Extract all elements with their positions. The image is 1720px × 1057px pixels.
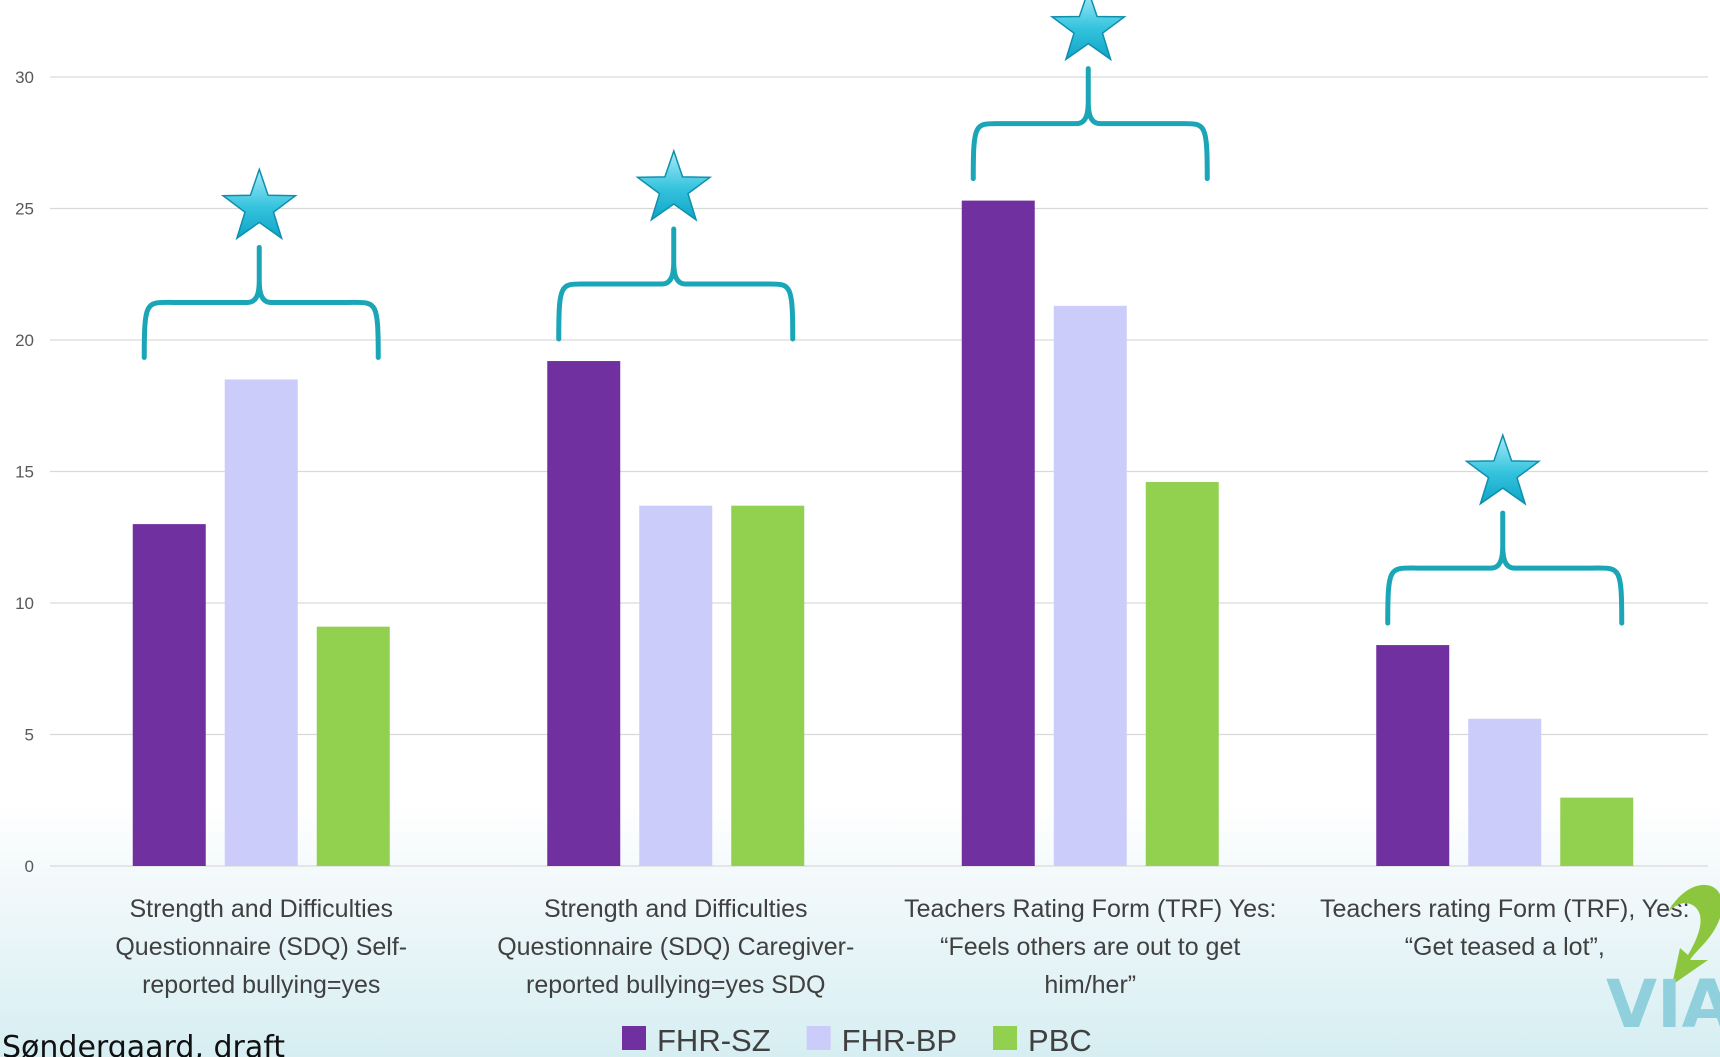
y-tick-label: 0	[25, 857, 34, 876]
x-category-label: Strength and Difficulties Questionnaire (…	[115, 895, 407, 999]
bar-pbc	[1146, 482, 1219, 866]
star-icon	[1467, 435, 1539, 504]
y-axis-tick-labels: 0 5 10 15 20 25 30	[15, 68, 34, 876]
bar-pbc	[1560, 798, 1633, 866]
bar-pbc	[731, 506, 804, 866]
legend: FHR-SZ FHR-BP PBC	[622, 1023, 1092, 1057]
star-icon	[638, 151, 710, 220]
bracket-icon	[973, 69, 1207, 179]
y-tick-label: 30	[15, 68, 34, 87]
bar-fhr-sz	[547, 361, 620, 866]
bar-fhr-bp	[639, 506, 712, 866]
bar-fhr-bp	[1054, 306, 1127, 866]
x-category-label: Teachers rating Form (TRF), Yes: “Get tea…	[1320, 895, 1690, 961]
x-category-label: Teachers Rating Form (TRF) Yes: “Feels ot…	[904, 895, 1276, 999]
y-tick-label: 15	[15, 463, 34, 482]
bar-pbc	[317, 627, 390, 866]
legend-swatch	[993, 1026, 1017, 1050]
y-tick-label: 10	[15, 594, 34, 613]
footer-text: Søndergaard, draft	[2, 1030, 285, 1057]
y-tick-label: 20	[15, 331, 34, 350]
bar-fhr-bp	[1468, 719, 1541, 866]
legend-label: PBC	[1028, 1023, 1092, 1057]
bar-fhr-sz	[962, 201, 1035, 866]
bracket-icon	[559, 229, 793, 339]
x-category-label: Strength and Difficulties Questionnaire (…	[497, 895, 854, 999]
star-icon	[1052, 0, 1124, 59]
star-icon	[223, 169, 295, 238]
y-tick-label: 5	[25, 726, 34, 745]
gridlines	[50, 77, 1708, 866]
y-tick-label: 25	[15, 200, 34, 219]
x-axis-category-labels: Strength and Difficulties Questionnaire (…	[115, 895, 1689, 999]
bar-fhr-sz	[1376, 645, 1449, 866]
legend-label: FHR-SZ	[657, 1023, 771, 1057]
bar-fhr-sz	[133, 524, 206, 866]
legend-label: FHR-BP	[842, 1023, 957, 1057]
logo-text: VIA	[1606, 966, 1720, 1043]
legend-swatch	[807, 1026, 831, 1050]
bracket-icon	[144, 247, 378, 357]
legend-swatch	[622, 1026, 646, 1050]
bracket-icon	[1388, 513, 1622, 623]
significance-markers	[144, 0, 1622, 623]
bar-fhr-bp	[225, 379, 298, 866]
